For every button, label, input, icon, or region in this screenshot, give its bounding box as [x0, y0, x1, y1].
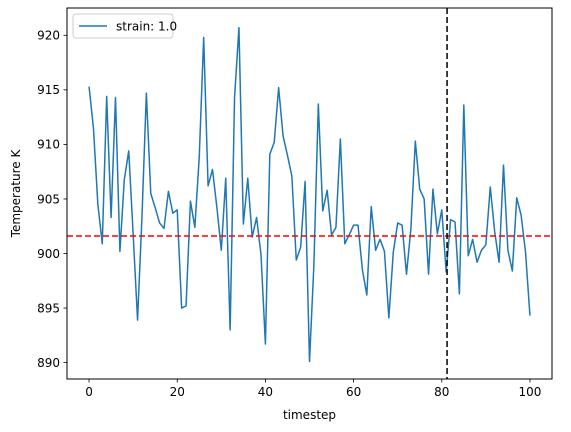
x-axis-ticks: 0 20 40 60 80 100 — [85, 379, 541, 399]
legend: strain: 1.0 — [72, 13, 177, 39]
x-tick-label: 40 — [258, 385, 273, 399]
y-tick-label: 900 — [37, 247, 60, 261]
legend-entry-label: strain: 1.0 — [116, 20, 177, 34]
y-tick-label: 920 — [37, 29, 60, 43]
x-tick-label: 60 — [346, 385, 361, 399]
x-tick-label: 0 — [85, 385, 93, 399]
y-tick-label: 915 — [37, 83, 60, 97]
legend-box — [72, 13, 174, 39]
x-tick-label: 100 — [519, 385, 542, 399]
x-tick-label: 20 — [170, 385, 185, 399]
y-tick-label: 895 — [37, 301, 60, 315]
y-tick-label: 905 — [37, 192, 60, 206]
y-tick-label: 910 — [37, 138, 60, 152]
x-axis-label: timestep — [283, 408, 336, 422]
y-tick-label: 890 — [37, 356, 60, 370]
plot-content — [67, 8, 552, 379]
y-axis-label: Temperature K — [9, 149, 23, 239]
axes-frame — [66, 7, 553, 380]
series-line-0 — [88, 26, 531, 363]
y-axis-ticks: 890 895 900 905 910 915 920 — [37, 29, 67, 370]
x-tick-label: 80 — [434, 385, 449, 399]
